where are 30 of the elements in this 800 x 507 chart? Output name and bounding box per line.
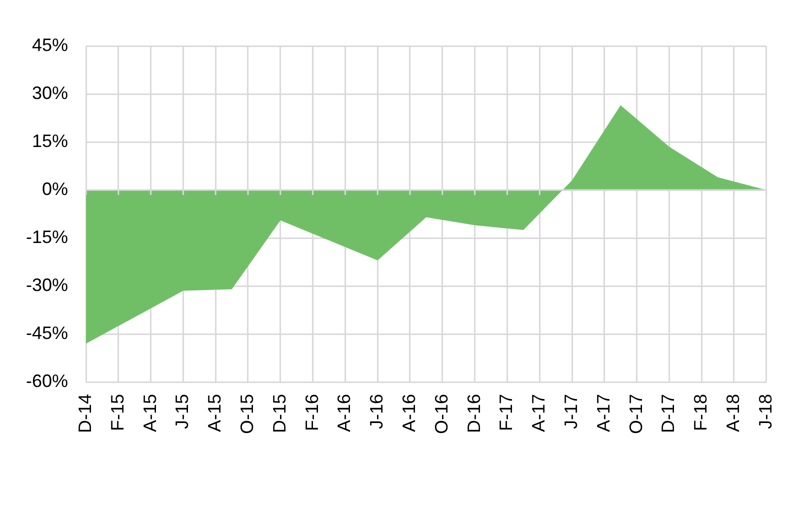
x-tick-label: F-16: [302, 394, 322, 432]
y-tick-label: 45%: [32, 34, 68, 55]
y-tick-label: 30%: [32, 82, 68, 103]
x-tick-label: A-15: [140, 394, 160, 432]
y-tick-label: -30%: [26, 274, 68, 295]
x-tick-label: J-16: [366, 394, 387, 430]
x-tick-label: D-15: [269, 394, 290, 434]
x-tick-label: D-14: [74, 394, 95, 434]
x-tick-label: A-17: [528, 394, 549, 432]
x-tick-label: O-17: [626, 394, 646, 434]
x-tick-label: J-15: [172, 394, 192, 430]
x-tick-label: D-16: [464, 394, 484, 434]
x-tick-label: A-18: [722, 394, 743, 432]
y-tick-label: 15%: [32, 130, 68, 151]
x-tick-label: O-15: [236, 394, 257, 434]
y-tick-label: 0%: [42, 178, 68, 199]
y-tick-label: -60%: [26, 370, 68, 391]
x-tick-label: J-18: [755, 394, 776, 430]
x-tick-label: F-15: [107, 394, 128, 432]
y-tick-label: -15%: [26, 226, 68, 247]
x-tick-label: A-17: [593, 394, 614, 432]
y-tick-label: -45%: [26, 322, 68, 343]
x-tick-label: J-17: [560, 394, 581, 430]
x-tick-label: F-17: [496, 394, 516, 432]
x-tick-label: D-17: [658, 394, 678, 434]
x-tick-label: A-15: [204, 394, 225, 432]
x-tick-label: A-16: [398, 394, 419, 432]
x-tick-label: F-18: [690, 394, 711, 432]
x-tick-label: O-16: [431, 394, 452, 434]
x-tick-label: A-16: [334, 394, 354, 432]
